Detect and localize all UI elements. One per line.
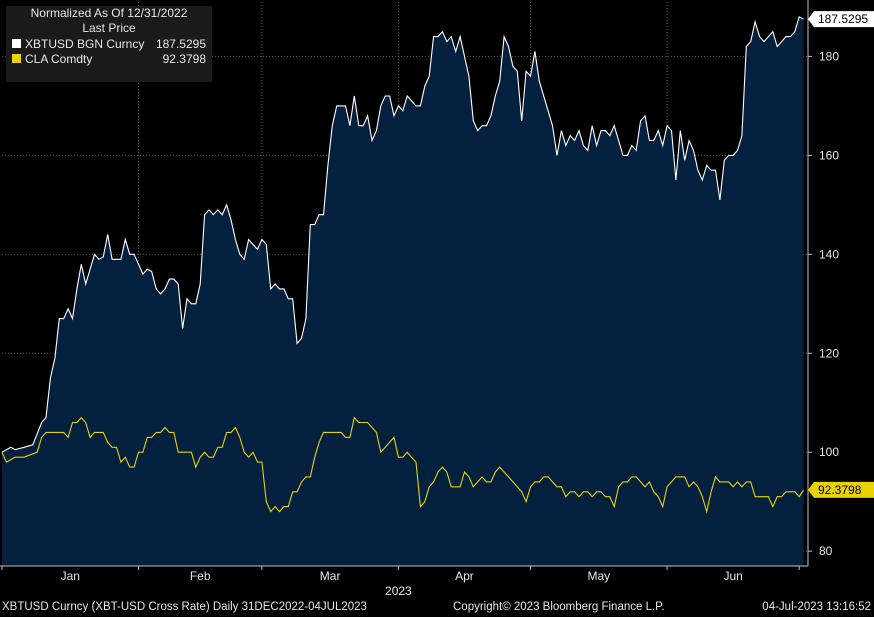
legend-value-cla: 92.3798 [162,51,206,66]
series-line-cla [1,416,805,514]
last-value-labels: 187.5295 92.3798 [808,11,874,498]
legend-item-cla: CLA Comdty 92.3798 [6,51,212,66]
footer-timestamp: 04-Jul-2023 13:16:52 [762,601,871,613]
y-tick-label: 80 [819,544,833,558]
legend-name-xbtusd: XBTUSD BGN Curncy [25,36,145,51]
series-area-xbtusd [2,16,804,567]
chart-canvas: 80 100 120 140 160 180 Jan Feb Mar Apr May Jun 2023… [0,0,874,598]
x-tick-label: Feb [190,569,211,583]
legend-swatch-cla [12,54,21,63]
footer-copyright: Copyright© 2023 Bloomberg Finance L.P. [453,601,665,613]
y-tick-label: 140 [819,247,839,261]
legend-header-normalized: Normalized As Of 12/31/2022 [30,6,188,20]
legend-header-last-price: Last Price [82,21,136,35]
y-tick-label: 100 [819,445,839,459]
x-axis-ticks: Jan Feb Mar Apr May Jun 2023 [1,566,800,598]
y-axis-ticks: 80 100 120 140 160 180 [808,49,839,558]
x-year-label: 2023 [385,584,412,598]
legend-swatch-xbtusd [12,39,21,48]
last-value-cla-bg [808,481,874,498]
legend-value-xbtusd: 187.5295 [155,36,206,51]
legend-name-cla: CLA Comdty [25,51,93,66]
last-value-xbtusd: 187.5295 [818,12,868,26]
footer-security-info: XBTUSD Curncy (XBT-USD Cross Rate) Daily… [2,601,367,613]
x-tick-label: Mar [320,569,341,583]
legend-item-xbtusd: XBTUSD BGN Curncy 187.5295 [6,36,212,51]
y-tick-label: 180 [819,49,839,63]
x-tick-label: Jan [61,569,80,583]
footer: XBTUSD Curncy (XBT-USD Cross Rate) Daily… [0,600,874,617]
last-value-cla: 92.3798 [818,483,862,497]
legend: Normalized As Of 12/31/2022 Last Price X… [6,6,212,82]
x-tick-label: Jun [723,569,742,583]
x-tick-label: Apr [455,569,474,583]
axes [0,0,809,567]
last-value-xbtusd-bg [808,11,874,28]
series-line-xbtusd [1,15,804,453]
x-tick-label: May [587,569,610,583]
y-tick-label: 160 [819,148,839,162]
y-tick-label: 120 [819,346,839,360]
